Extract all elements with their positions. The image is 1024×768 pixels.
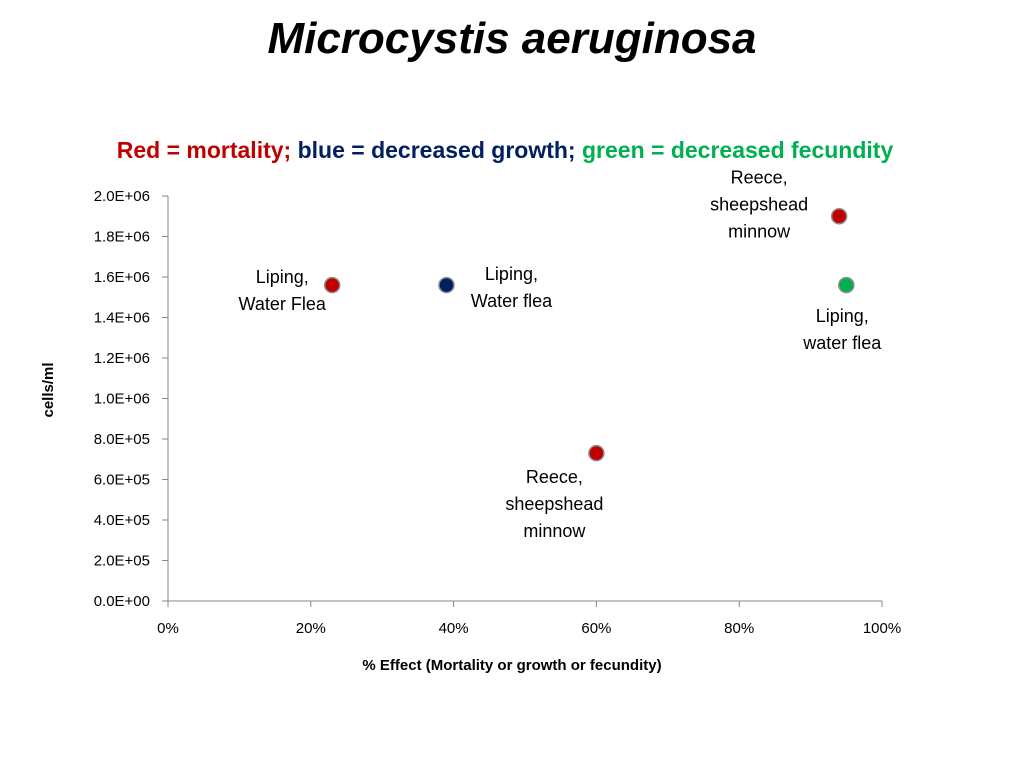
point-label: Water flea xyxy=(471,291,553,311)
legend-mortality: Red = mortality; xyxy=(116,137,298,163)
x-tick-label: 60% xyxy=(581,620,611,637)
point-label: Liping, xyxy=(256,267,309,287)
x-axis-title: % Effect (Mortality or growth or fecundi… xyxy=(362,657,661,674)
data-point xyxy=(438,276,455,294)
slide-title: Microcystis aeruginosa xyxy=(267,14,757,63)
point-label: minnow xyxy=(728,221,791,241)
point-label: minnow xyxy=(523,521,586,541)
data-point xyxy=(323,276,341,294)
data-point xyxy=(588,444,605,462)
y-tick-label: 2.0E+05 xyxy=(94,553,150,570)
x-tick-label: 20% xyxy=(296,620,326,637)
y-axis-title: cells/ml xyxy=(40,362,57,417)
y-tick-label: 6.0E+05 xyxy=(94,472,150,489)
point-label: sheepshead xyxy=(505,494,603,514)
chart-ticks: 0.0E+00 2.0E+05 4.0E+05 6.0E+05 8.0E+05 1.0E+… xyxy=(94,188,902,637)
x-tick-label: 0% xyxy=(157,620,179,637)
legend-decreased-growth: blue = decreased growth; xyxy=(297,137,582,163)
y-tick-label: 1.2E+06 xyxy=(94,350,150,367)
y-tick-label: 1.6E+06 xyxy=(94,269,150,286)
x-tick-label: 80% xyxy=(724,620,754,637)
point-label: Reece, xyxy=(526,467,583,487)
chart-points: Liping, Water Flea Liping, Water flea Reece,… xyxy=(239,167,883,541)
point-label: Reece, xyxy=(731,167,788,187)
y-tick-label: 1.0E+06 xyxy=(94,391,150,408)
point-label: sheepshead xyxy=(710,194,808,214)
y-tick-label: 2.0E+06 xyxy=(94,188,150,205)
y-tick-label: 8.0E+05 xyxy=(94,431,150,448)
y-tick-label: 1.4E+06 xyxy=(94,310,150,327)
y-tick-label: 1.8E+06 xyxy=(94,229,150,246)
x-tick-label: 40% xyxy=(439,620,469,637)
point-label: water flea xyxy=(802,333,882,353)
point-label: Liping, xyxy=(816,306,869,326)
data-point xyxy=(838,276,855,294)
legend-decreased-fecundity: green = decreased fecundity xyxy=(581,137,894,163)
x-tick-label: 100% xyxy=(863,620,901,637)
data-point xyxy=(830,208,848,225)
color-legend: Red = mortality; blue = decreased growth… xyxy=(0,137,1010,164)
y-tick-label: 0.0E+00 xyxy=(94,593,150,610)
point-label: Liping, xyxy=(485,264,538,284)
y-tick-label: 4.0E+05 xyxy=(94,512,150,529)
point-label: Water Flea xyxy=(239,294,327,314)
